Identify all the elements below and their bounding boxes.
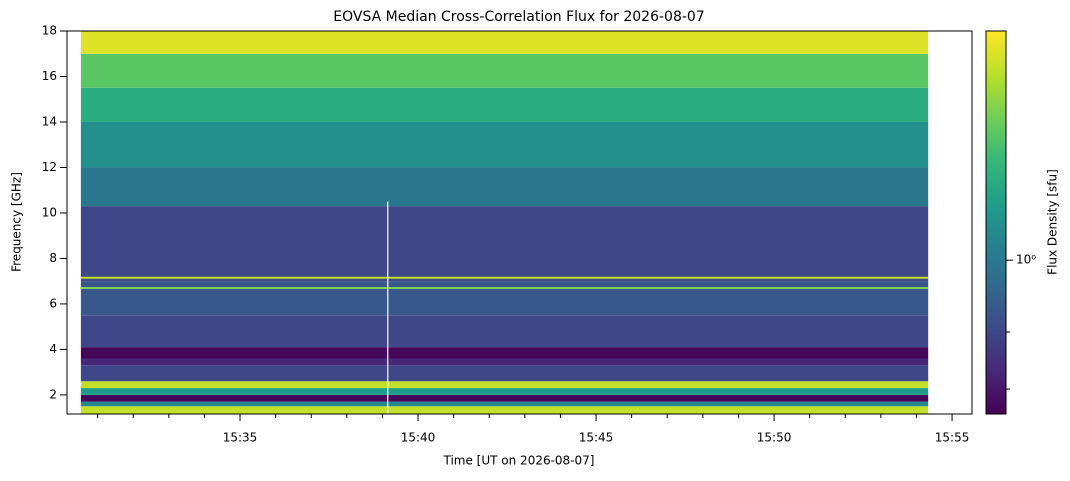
heat-band	[80, 401, 929, 407]
heat-band	[80, 281, 929, 316]
heat-band	[80, 358, 929, 366]
heat-band	[80, 347, 929, 359]
colorbar-tick-label: 10⁰	[1016, 253, 1036, 267]
y-tick-label: 10	[42, 205, 57, 219]
plot-frame	[66, 30, 973, 415]
y-tick-label: 8	[49, 251, 57, 265]
y-tick-label: 2	[49, 387, 57, 401]
chart-title: EOVSA Median Cross-Correlation Flux for …	[333, 9, 704, 25]
colorbar	[985, 30, 1007, 415]
heat-band	[80, 121, 929, 168]
heat-band	[80, 365, 929, 382]
heat-band	[80, 167, 929, 207]
y-tick-label: 16	[42, 69, 57, 83]
heat-band	[80, 53, 929, 88]
x-tick-label: 15:50	[757, 431, 792, 445]
heat-band	[80, 315, 929, 348]
y-tick-label: 18	[42, 24, 57, 38]
y-tick-label: 14	[42, 114, 57, 128]
heat-band	[80, 394, 929, 402]
x-tick-label: 15:35	[223, 431, 258, 445]
heat-band	[80, 87, 929, 122]
x-tick-label: 15:40	[401, 431, 436, 445]
heat-band	[80, 206, 929, 282]
y-axis-label: Frequency [GHz]	[10, 172, 24, 272]
x-tick-label: 15:45	[579, 431, 614, 445]
heat-band	[80, 31, 929, 54]
x-axis-label: Time [UT on 2026-08-07]	[443, 454, 595, 468]
x-tick-label: 15:55	[935, 431, 970, 445]
y-tick-label: 12	[42, 160, 57, 174]
heat-band	[80, 406, 929, 414]
y-tick-label: 6	[49, 296, 57, 310]
y-tick-label: 4	[49, 342, 57, 356]
heat-band	[80, 388, 929, 395]
heat-band	[80, 381, 929, 389]
colorbar-label: Flux Density [sfu]	[1046, 169, 1060, 275]
